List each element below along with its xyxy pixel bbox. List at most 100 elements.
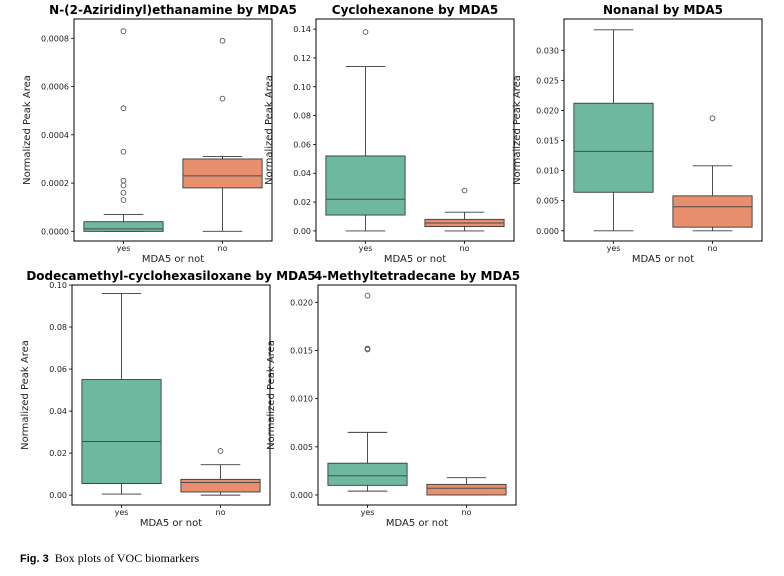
outlier-point	[120, 148, 127, 155]
x-axis-label: MDA5 or not	[386, 518, 448, 529]
x-axis-label: MDA5 or not	[384, 254, 446, 265]
box-yes	[83, 28, 164, 232]
box-yes	[573, 29, 654, 232]
y-tick-label: 0.010	[536, 167, 559, 176]
y-axis-label: Normalized Peak Area	[266, 340, 277, 450]
y-tick-label: 0.04	[49, 407, 67, 416]
box-no	[672, 115, 753, 232]
axes-frame	[317, 284, 517, 506]
y-tick-label: 0.10	[49, 281, 67, 290]
x-axis-label: MDA5 or not	[632, 254, 694, 265]
x-tick-label: yes	[607, 244, 621, 253]
chart-panel-1: N-(2-Aziridinyl)ethanamine by MDA5 0.0000…	[22, 3, 297, 265]
y-tick-label: 0.02	[293, 198, 311, 207]
y-tick-label: 0.0002	[41, 179, 69, 188]
x-tick-label: no	[460, 244, 470, 253]
box-yes	[81, 292, 162, 495]
x-tick-label: no	[216, 508, 226, 517]
y-tick-label: 0.0004	[41, 131, 69, 140]
iqr-box	[180, 478, 261, 493]
chart-panel-2: Cyclohexanone by MDA5 0.00 0.02 0.04 0.06 0.0…	[264, 3, 515, 265]
iqr-box	[83, 221, 164, 232]
y-tick-label: 0.06	[293, 140, 311, 149]
y-axis-label: Normalized Peak Area	[20, 340, 31, 450]
box-no	[424, 187, 505, 232]
outlier-point	[120, 189, 127, 196]
axes-frame	[71, 284, 271, 506]
outlier-point	[709, 115, 716, 122]
outlier-point	[364, 292, 371, 299]
axes-frame	[315, 18, 515, 242]
iqr-box	[327, 462, 408, 486]
x-tick-label: no	[462, 508, 472, 517]
outlier-point	[120, 28, 127, 34]
y-tick-label: 0.000	[536, 227, 559, 236]
box-no	[180, 448, 261, 496]
x-tick-label: no	[218, 244, 228, 253]
y-tick-label: 0.12	[293, 54, 311, 63]
y-tick-label: 0.0000	[41, 227, 69, 236]
x-tick-label: yes	[115, 508, 129, 517]
panel-title: Dodecamethyl-cyclohexasiloxane by MDA5	[26, 269, 315, 283]
y-tick-label: 0.025	[536, 76, 559, 85]
outlier-point	[461, 187, 468, 194]
y-tick-label: 0.08	[49, 323, 67, 332]
chart-panel-3: Nonanal by MDA5 0.000 0.005 0.010 0.015 0.020…	[512, 3, 763, 265]
y-tick-label: 0.04	[293, 169, 311, 178]
y-tick-label: 0.0008	[41, 34, 69, 43]
iqr-box	[182, 158, 263, 189]
y-tick-label: 0.14	[293, 25, 311, 34]
figure-caption: Fig. 3 Box plots of VOC biomarkers	[20, 551, 199, 566]
box-yes	[327, 292, 408, 492]
axes-frame	[563, 18, 763, 242]
panel-title: N-(2-Aziridinyl)ethanamine by MDA5	[49, 3, 297, 17]
y-tick-label: 0.030	[536, 46, 559, 55]
y-tick-label: 0.08	[293, 112, 311, 121]
iqr-box	[573, 102, 654, 193]
y-tick-label: 0.06	[49, 365, 67, 374]
y-tick-label: 0.005	[536, 197, 559, 206]
x-tick-label: yes	[117, 244, 131, 253]
outlier-point	[120, 105, 127, 112]
panel-title: Cyclohexanone by MDA5	[332, 3, 498, 17]
y-tick-label: 0.010	[290, 395, 313, 404]
outlier-point	[120, 197, 127, 203]
y-tick-label: 0.10	[293, 83, 311, 92]
y-axis-label: Normalized Peak Area	[512, 75, 523, 185]
outlier-point	[364, 345, 371, 352]
outlier-point	[219, 37, 226, 44]
chart-panel-5: 4-Methyltetradecane by MDA5 0.000 0.005 0.0…	[266, 269, 520, 529]
iqr-box	[325, 155, 406, 216]
panel-title: Nonanal by MDA5	[603, 3, 723, 17]
box-no	[182, 37, 263, 232]
y-tick-label: 0.015	[290, 346, 313, 355]
y-tick-label: 0.00	[293, 227, 311, 236]
caption-text: Box plots of VOC biomarkers	[54, 551, 200, 565]
box-plot-figure: N-(2-Aziridinyl)ethanamine by MDA50.0000…	[20, 3, 763, 529]
iqr-box	[426, 483, 507, 496]
axes-frame	[73, 18, 273, 242]
y-tick-label: 0.015	[536, 137, 559, 146]
box-no	[426, 477, 507, 496]
y-tick-label: 0.020	[536, 106, 559, 115]
x-tick-label: no	[708, 244, 718, 253]
outlier-point	[217, 448, 224, 454]
y-tick-label: 0.02	[49, 449, 67, 458]
x-tick-label: yes	[361, 508, 375, 517]
y-tick-label: 0.000	[290, 491, 313, 500]
y-tick-label: 0.005	[290, 443, 313, 452]
y-tick-label: 0.020	[290, 298, 313, 307]
outlier-point	[120, 182, 127, 189]
box-yes	[325, 29, 406, 232]
outlier-point	[120, 177, 127, 184]
y-axis-label: Normalized Peak Area	[22, 75, 33, 185]
panel-title: 4-Methyltetradecane by MDA5	[314, 269, 520, 283]
x-tick-label: yes	[359, 244, 373, 253]
chart-panel-4: Dodecamethyl-cyclohexasiloxane by MDA50.…	[20, 269, 316, 529]
y-tick-label: 0.0006	[41, 83, 69, 92]
outlier-point	[219, 95, 226, 102]
iqr-box	[81, 379, 162, 485]
iqr-box	[672, 195, 753, 228]
caption-label: Fig. 3	[20, 553, 49, 565]
y-axis-label: Normalized Peak Area	[264, 75, 275, 185]
